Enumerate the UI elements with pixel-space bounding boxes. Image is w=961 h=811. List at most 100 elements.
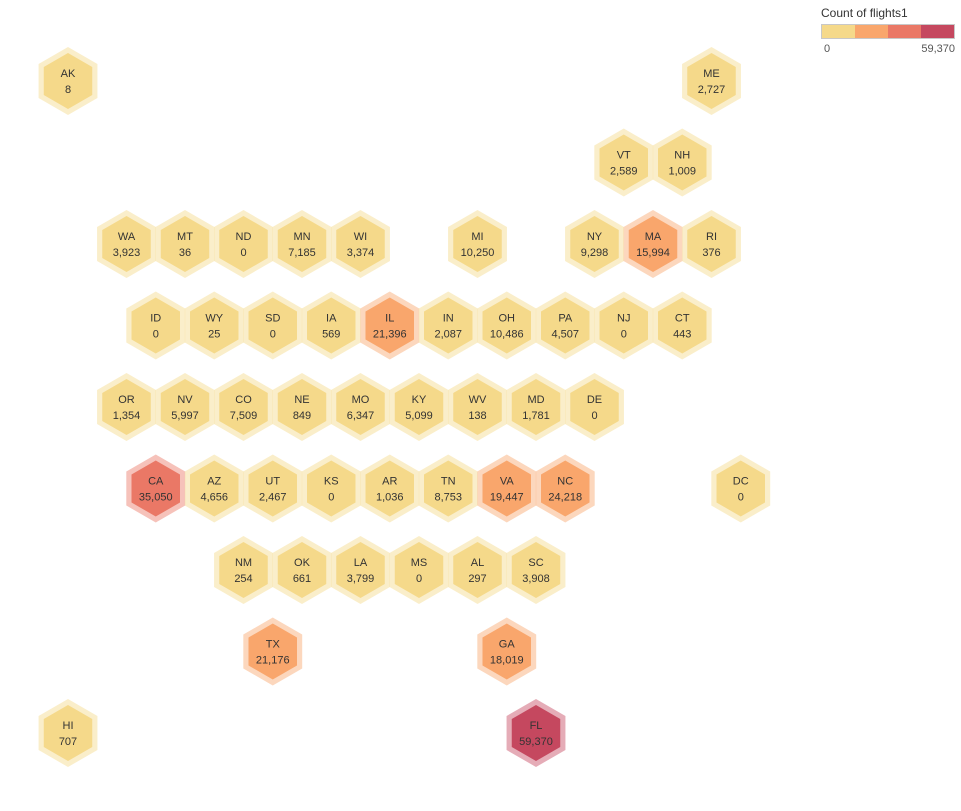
hex-cell-oh[interactable]: OH 10,486 xyxy=(477,291,537,360)
hex-mark xyxy=(511,705,561,761)
state-label: MN xyxy=(293,231,310,243)
hex-mark xyxy=(628,216,678,272)
value-label: 8,753 xyxy=(434,492,462,504)
hex-mark xyxy=(131,297,180,354)
hex-cell-ut[interactable]: UT 2,467 xyxy=(243,454,303,523)
hex-mark xyxy=(453,379,502,435)
hex-cell-co[interactable]: CO 7,509 xyxy=(214,373,273,441)
value-label: 254 xyxy=(234,573,252,585)
hex-cell-ct[interactable]: CT 443 xyxy=(652,291,712,360)
legend-swatch-1 xyxy=(822,25,855,38)
hex-mark xyxy=(160,216,210,272)
hex-cell-ga[interactable]: GA 18,019 xyxy=(477,617,537,686)
hex-cell-tx[interactable]: TX 21,176 xyxy=(243,617,303,686)
hex-cell-tn[interactable]: TN 8,753 xyxy=(418,454,478,523)
hex-cell-ms[interactable]: MS 0 xyxy=(389,536,449,604)
hex-cell-mo[interactable]: MO 6,347 xyxy=(331,373,390,441)
value-label: 1,354 xyxy=(113,410,141,422)
state-label: MO xyxy=(352,394,370,406)
value-label: 15,994 xyxy=(636,247,670,259)
hex-cell-vt[interactable]: VT 2,589 xyxy=(594,128,654,197)
hex-mark xyxy=(365,297,414,354)
hex-cell-id[interactable]: ID 0 xyxy=(126,291,186,360)
hex-cell-ca[interactable]: CA 35,050 xyxy=(126,454,186,523)
hex-cell-sc[interactable]: SC 3,908 xyxy=(506,536,566,604)
hex-cell-az[interactable]: AZ 4,656 xyxy=(184,454,244,523)
state-label: NM xyxy=(235,557,252,569)
hex-cell-de[interactable]: DE 0 xyxy=(565,373,624,441)
hex-cell-ne[interactable]: NE 849 xyxy=(272,373,332,441)
hex-mark xyxy=(307,297,356,354)
legend-swatch-2 xyxy=(855,25,888,38)
hex-mark xyxy=(248,460,297,517)
state-label: NC xyxy=(557,476,573,488)
state-label: LA xyxy=(354,557,368,569)
state-label: OH xyxy=(499,313,516,325)
hex-cell-ar[interactable]: AR 1,036 xyxy=(360,454,420,523)
hex-cell-ia[interactable]: IA 569 xyxy=(301,291,361,360)
hex-cell-nv[interactable]: NV 5,997 xyxy=(155,373,215,441)
state-label: OR xyxy=(118,394,135,406)
hex-mark xyxy=(687,216,736,272)
hex-mark xyxy=(453,542,502,598)
value-label: 1,036 xyxy=(376,492,404,504)
hex-cell-nc[interactable]: NC 24,218 xyxy=(535,454,595,523)
hex-mark xyxy=(394,379,444,435)
hex-cell-il[interactable]: IL 21,396 xyxy=(360,291,420,360)
state-label: MA xyxy=(645,231,662,243)
hex-cell-dc[interactable]: DC 0 xyxy=(711,454,771,523)
hex-cell-hi[interactable]: HI 707 xyxy=(38,699,98,767)
legend-min-label: 0 xyxy=(824,43,831,55)
hex-mark xyxy=(511,542,561,598)
hex-cell-nh[interactable]: NH 1,009 xyxy=(652,128,712,197)
hex-cell-ks[interactable]: KS 0 xyxy=(301,454,361,523)
state-label: AL xyxy=(471,557,484,569)
state-label: MT xyxy=(177,231,193,243)
hex-cell-ny[interactable]: NY 9,298 xyxy=(565,210,624,278)
hex-cell-wi[interactable]: WI 3,374 xyxy=(331,210,390,278)
hex-cell-al[interactable]: AL 297 xyxy=(448,536,507,604)
hex-cell-mi[interactable]: MI 10,250 xyxy=(448,210,507,278)
value-label: 25 xyxy=(208,329,220,341)
hex-cell-va[interactable]: VA 19,447 xyxy=(477,454,537,523)
hex-cell-ri[interactable]: RI 376 xyxy=(682,210,741,278)
hex-cell-ky[interactable]: KY 5,099 xyxy=(389,373,449,441)
state-label: VA xyxy=(500,476,515,488)
hex-cell-me[interactable]: ME 2,727 xyxy=(682,47,741,115)
hex-cell-in[interactable]: IN 2,087 xyxy=(418,291,478,360)
hex-mark xyxy=(424,297,473,354)
hex-cell-nd[interactable]: ND 0 xyxy=(214,210,273,278)
state-label: OK xyxy=(294,557,311,569)
hex-cell-wy[interactable]: WY 25 xyxy=(184,291,244,360)
hex-cell-md[interactable]: MD 1,781 xyxy=(506,373,566,441)
hex-cell-nm[interactable]: NM 254 xyxy=(214,536,273,604)
hex-cell-wv[interactable]: WV 138 xyxy=(448,373,507,441)
hex-mark xyxy=(277,542,327,598)
hex-cell-pa[interactable]: PA 4,507 xyxy=(535,291,595,360)
hex-cell-nj[interactable]: NJ 0 xyxy=(594,291,654,360)
hex-cell-fl[interactable]: FL 59,370 xyxy=(506,699,566,767)
hex-cell-wa[interactable]: WA 3,923 xyxy=(97,210,156,278)
state-label: MD xyxy=(527,394,544,406)
state-label: NJ xyxy=(617,313,630,325)
legend-max-label: 59,370 xyxy=(921,43,955,55)
hex-cell-or[interactable]: OR 1,354 xyxy=(97,373,156,441)
state-label: CO xyxy=(235,394,252,406)
state-label: CT xyxy=(675,313,690,325)
state-label: NE xyxy=(294,394,309,406)
state-label: WA xyxy=(118,231,136,243)
state-label: PA xyxy=(558,313,573,325)
hex-mark xyxy=(687,53,736,109)
hex-cell-ak[interactable]: AK 8 xyxy=(38,47,98,115)
value-label: 0 xyxy=(416,573,422,585)
hex-cell-mt[interactable]: MT 36 xyxy=(155,210,215,278)
hex-mark xyxy=(599,134,648,191)
hex-cell-ok[interactable]: OK 661 xyxy=(272,536,332,604)
value-label: 661 xyxy=(293,573,311,585)
hex-cell-sd[interactable]: SD 0 xyxy=(243,291,303,360)
state-label: KY xyxy=(412,394,427,406)
hex-cell-mn[interactable]: MN 7,185 xyxy=(272,210,332,278)
hex-cell-la[interactable]: LA 3,799 xyxy=(331,536,390,604)
hex-cell-ma[interactable]: MA 15,994 xyxy=(623,210,683,278)
value-label: 0 xyxy=(153,329,159,341)
